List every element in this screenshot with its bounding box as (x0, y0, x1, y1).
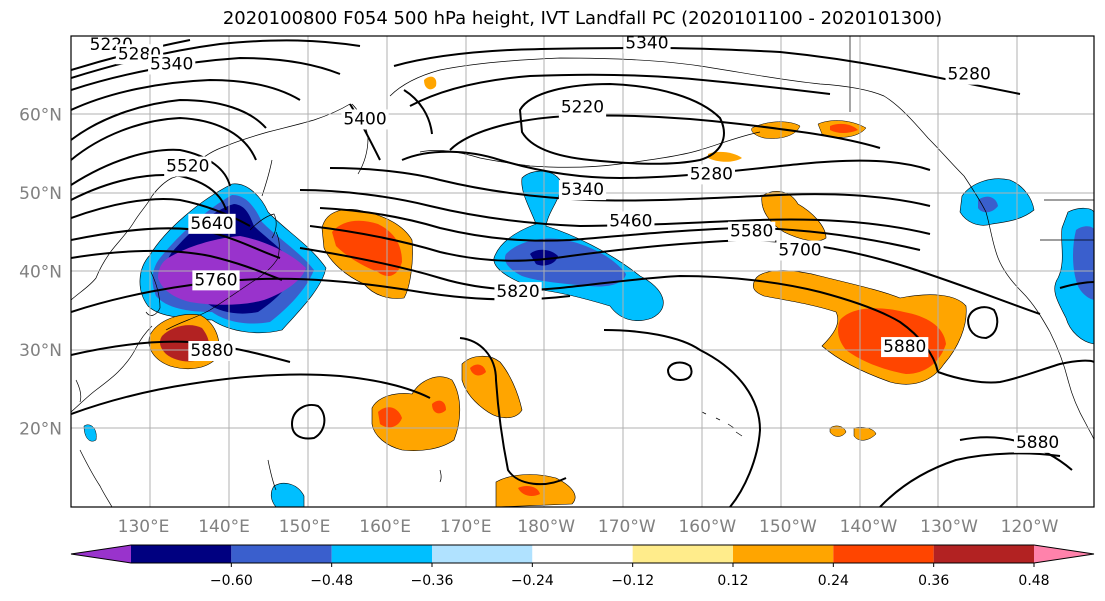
colorbar-tick-label: 0.12 (717, 573, 748, 589)
colorbar-tick-label: −0.48 (310, 573, 353, 589)
colorbar-tick-label: 0.36 (918, 573, 949, 589)
contour-label-background (881, 337, 929, 358)
contour-label: 5880 (190, 341, 233, 361)
lon-tick-label: 140°E (198, 517, 250, 537)
lon-tick-label: 120°W (1001, 517, 1059, 537)
contour-label: 5760 (194, 270, 237, 290)
colorbar-swatch (432, 545, 533, 563)
contour-label-background (687, 164, 736, 185)
colorbar-tick-label: −0.60 (210, 573, 253, 589)
contour-label: 5880 (883, 337, 926, 357)
colorbar-swatch (933, 545, 1034, 563)
contour-label-background (494, 282, 542, 303)
coastlines (71, 36, 1094, 507)
contour-label-background (728, 221, 776, 242)
contour-label: 5880 (1016, 433, 1059, 453)
colorbar-tick-label: 0.48 (1018, 573, 1049, 589)
lon-tick-label: 180°W (517, 517, 575, 537)
map-frame (70, 35, 1095, 508)
longitude-tick-labels: 130°E 140°E 150°E 160°E 170°E 180°W 170°W 160°W… (118, 517, 1059, 537)
contour-label-background (188, 341, 236, 361)
colorbar-tick-label: −0.36 (411, 573, 454, 589)
contour-label: 5280 (690, 164, 733, 184)
contour-label-background (148, 54, 196, 75)
lon-tick-label: 130°E (118, 517, 170, 537)
contour-label-background (188, 213, 236, 234)
lon-tick-label: 170°W (598, 517, 656, 537)
colorbar-extend-low (71, 545, 131, 563)
contour-label: 5640 (190, 214, 233, 234)
contour-label: 5520 (166, 157, 209, 177)
colorbar-swatch (131, 545, 232, 563)
contour-label: 5220 (561, 98, 604, 118)
latitude-tick-labels: 20°N 30°N 40°N 50°N 60°N (19, 106, 62, 440)
colorbar-tick-label: 0.24 (818, 573, 849, 589)
lon-tick-label: 150°W (759, 517, 817, 537)
contour-label-background (341, 109, 389, 130)
contour-label: 5700 (778, 241, 821, 261)
colorbar-swatch (231, 545, 332, 563)
contour-label-background (558, 97, 607, 118)
contour-label: 5340 (561, 180, 604, 200)
contour-label: 5400 (343, 109, 386, 129)
colorbar-swatch (632, 545, 733, 563)
contour-label-background (607, 211, 655, 232)
contour-label: 5280 (948, 65, 991, 85)
lon-tick-label: 130°W (920, 517, 978, 537)
lat-tick-label: 40°N (19, 263, 62, 283)
contour-label: 5580 (730, 222, 773, 242)
colorbar-tick-label: −0.12 (611, 573, 654, 589)
lon-tick-label: 160°E (359, 517, 411, 537)
lon-tick-label: 160°W (678, 517, 736, 537)
contour-label-background (1013, 432, 1062, 453)
contour-label-background (776, 240, 824, 261)
colorbar-swatch (532, 545, 633, 563)
lat-tick-label: 20°N (19, 420, 62, 440)
contour-label: 5820 (496, 282, 539, 302)
lon-tick-label: 140°W (840, 517, 898, 537)
ivt-pc-shading (83, 76, 1094, 507)
contour-label-background (558, 180, 607, 201)
colorbar-extend-high (1034, 545, 1094, 563)
lat-tick-label: 30°N (19, 341, 62, 361)
contour-label: 5340 (150, 54, 193, 74)
colorbar: −0.60 −0.48 −0.36 −0.24 −0.12 0.12 0.24 0.36 0.4… (70, 544, 1095, 589)
lon-tick-label: 170°E (440, 517, 492, 537)
contour-label-background (192, 270, 240, 291)
colorbar-tick-label: −0.24 (511, 573, 554, 589)
colorbar-swatch (733, 545, 834, 563)
lat-tick-label: 50°N (19, 184, 62, 204)
colorbar-swatch (833, 545, 934, 563)
contour-label: 5460 (609, 211, 652, 231)
contour-label: 5340 (625, 33, 668, 53)
colorbar-swatch (331, 545, 432, 563)
contour-label-background (623, 33, 671, 54)
lat-tick-label: 60°N (19, 106, 62, 126)
contour-label-background (164, 156, 212, 177)
lon-tick-label: 150°E (279, 517, 331, 537)
contour-label-background (945, 64, 993, 85)
map-title: 2020100800 F054 500 hPa height, IVT Land… (222, 8, 943, 29)
